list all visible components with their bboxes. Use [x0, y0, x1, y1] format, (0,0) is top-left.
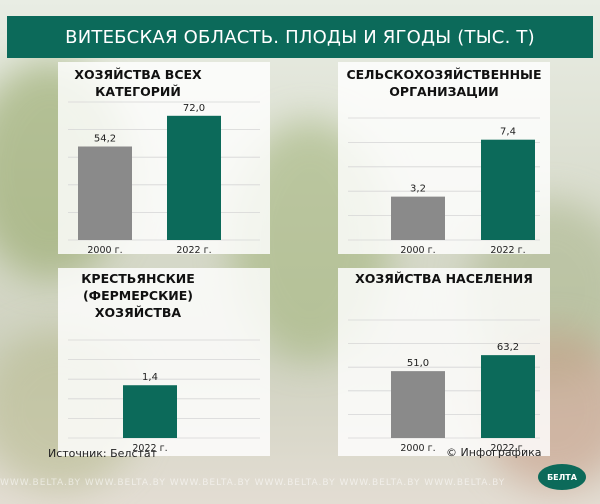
data-label: 63,2: [497, 342, 519, 353]
category-label: 2022 г.: [132, 443, 167, 454]
credit-note: © Инфографика: [446, 446, 542, 459]
category-label: 2022 г.: [176, 245, 211, 254]
page-title: ВИТЕБСКАЯ ОБЛАСТЬ. ПЛОДЫ И ЯГОДЫ (ТЫС. Т…: [7, 16, 593, 58]
bar-2022: [167, 115, 221, 240]
category-label: 2000 г.: [400, 443, 435, 454]
bar-chart: 54,2 2000 г. 72,0 2022 г.: [68, 101, 260, 254]
chart-panel-all-categories: ХОЗЯЙСТВА ВСЕХ КАТЕГОРИЙ 54,2 2000 г. 72,0…: [58, 62, 270, 254]
bar-2000: [391, 196, 445, 240]
chart-title: ХОЗЯЙСТВА НАСЕЛЕНИЯ: [355, 271, 533, 286]
category-label: 2022 г.: [490, 443, 525, 454]
chart-panel-farms: КРЕСТЬЯНСКИЕ (ФЕРМЕРСКИЕ) ХОЗЯЙСТВА 1,4 2…: [58, 268, 270, 456]
chart-title: КРЕСТЬЯНСКИЕ (ФЕРМЕРСКИЕ) ХОЗЯЙСТВА: [81, 271, 195, 320]
data-label: 51,0: [407, 358, 429, 369]
category-label: 2022 г.: [490, 245, 525, 254]
chart-title: СЕЛЬСКОХОЗЯЙСТВЕННЫЕ ОРГАНИЗАЦИИ: [346, 67, 542, 99]
belta-logo: БЕЛТА: [538, 464, 586, 490]
data-label: 1,4: [142, 372, 158, 383]
bar-2022: [123, 385, 177, 438]
bar-chart: 1,4 2022 г.: [68, 339, 260, 454]
chart-title: ХОЗЯЙСТВА ВСЕХ КАТЕГОРИЙ: [74, 67, 202, 99]
data-label: 3,2: [410, 184, 426, 195]
source-note: Источник: Белстат: [48, 447, 158, 460]
bar-chart: 51,0 2000 г. 63,2 2022 г.: [348, 319, 540, 454]
category-label: 2000 г.: [400, 245, 435, 254]
bar-2022: [481, 139, 535, 240]
bar-2000: [78, 146, 132, 240]
bar-2000: [391, 371, 445, 438]
data-label: 54,2: [94, 134, 116, 145]
data-label: 72,0: [183, 103, 205, 114]
bar-2022: [481, 355, 535, 438]
watermark: WWW.BELTA.BY WWW.BELTA.BY WWW.BELTA.BY W…: [0, 478, 506, 488]
chart-panel-agricultural-organizations: СЕЛЬСКОХОЗЯЙСТВЕННЫЕ ОРГАНИЗАЦИИ 3,2 2000…: [338, 62, 550, 254]
bar-chart: 3,2 2000 г. 7,4 2022 г.: [348, 117, 540, 254]
chart-panel-households: ХОЗЯЙСТВА НАСЕЛЕНИЯ 51,0 2000 г. 63,2 2022 …: [338, 268, 550, 456]
category-label: 2000 г.: [87, 245, 122, 254]
data-label: 7,4: [500, 127, 516, 138]
